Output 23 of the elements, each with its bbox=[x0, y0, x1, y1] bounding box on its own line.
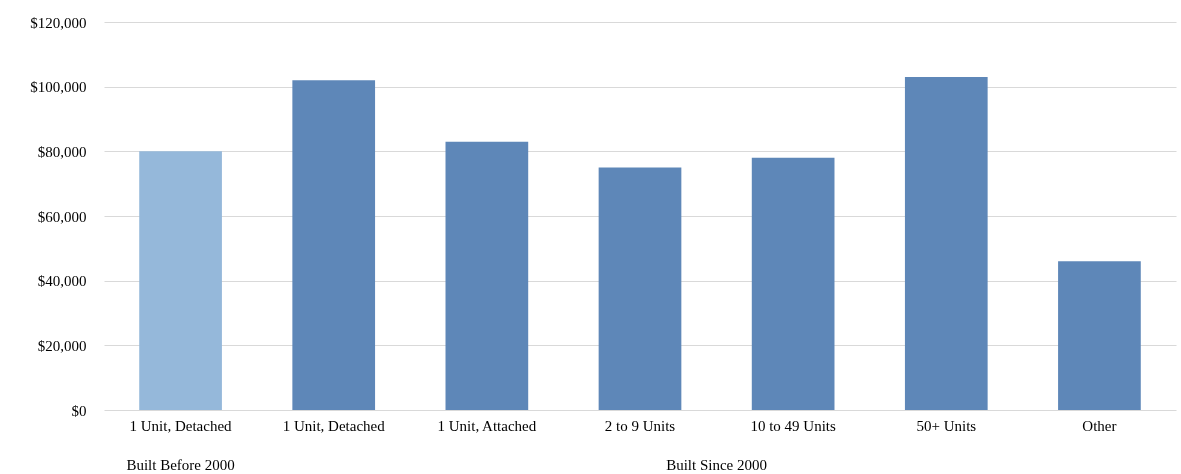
x-tick-label: 1 Unit, Detached bbox=[282, 417, 386, 434]
x-tick-label: 1 Unit, Detached bbox=[129, 417, 233, 434]
bar bbox=[445, 141, 529, 410]
y-tick-label: $40,000 bbox=[37, 273, 87, 290]
bar bbox=[292, 80, 376, 410]
y-tick-label: $80,000 bbox=[37, 143, 87, 160]
bar bbox=[1058, 261, 1141, 410]
y-tick-label: $20,000 bbox=[37, 337, 87, 354]
x-tick-label: 10 to 49 Units bbox=[750, 417, 837, 434]
text: Built Since 2000 bbox=[666, 457, 767, 473]
bar bbox=[598, 167, 682, 410]
y-tick-label: $60,000 bbox=[37, 208, 87, 225]
x-tick-label: 50+ Units bbox=[916, 417, 977, 434]
y-tick-label: $120,000 bbox=[30, 14, 87, 31]
y-tick-label: $0 bbox=[71, 402, 87, 419]
bar bbox=[139, 151, 222, 410]
x-tick-label: 2 to 9 Units bbox=[604, 417, 676, 434]
bar bbox=[904, 76, 988, 410]
x-tick-label: 1 Unit, Attached bbox=[437, 417, 537, 434]
y-tick-label: $100,000 bbox=[30, 79, 87, 96]
x-tick-label: Other bbox=[1082, 417, 1117, 434]
bar bbox=[751, 157, 835, 410]
text: Built Before 2000 bbox=[126, 457, 235, 473]
